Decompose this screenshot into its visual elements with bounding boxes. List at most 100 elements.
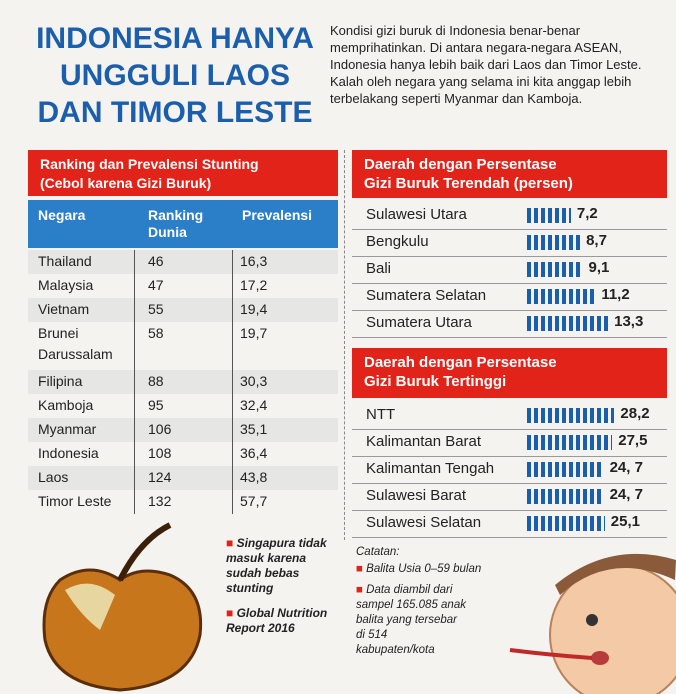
right-notes: Catatan: ■ Balita Usia 0–59 bulan ■ Data… <box>356 545 506 658</box>
table-cell: 32,4 <box>240 397 267 413</box>
region-name: Sulawesi Utara <box>366 206 467 223</box>
note: ■ Global Nutrition Report 2016 <box>226 606 338 636</box>
value-bar <box>527 208 571 223</box>
region-row: Kalimantan Barat 27,5 <box>352 429 667 457</box>
region-row: NTT 28,2 <box>352 402 667 430</box>
note-text: Balita Usia 0–59 bulan <box>366 563 481 575</box>
table-cell: 108 <box>148 445 171 461</box>
intro: Kondisi gizi buruk di Indonesia benar-be… <box>330 22 660 107</box>
region-row: Sulawesi Barat 24, 7 <box>352 483 667 511</box>
table-cell: Indonesia <box>38 443 133 464</box>
table-cell: Kamboja <box>38 395 133 416</box>
region-name: NTT <box>366 406 395 423</box>
column-divider <box>344 150 346 540</box>
value-bar <box>527 235 580 250</box>
divider <box>232 250 233 514</box>
region-row: Bengkulu 8,7 <box>352 229 667 257</box>
value-bar <box>527 462 604 477</box>
title: INDONESIA HANYA UNGGULI LAOS DAN TIMOR L… <box>14 20 336 131</box>
value-bar <box>527 435 612 450</box>
table-cell: Myanmar <box>38 419 133 440</box>
divider <box>134 250 135 514</box>
table-row: Laos 124 43,8 <box>28 466 338 490</box>
table-cell: Thailand <box>38 251 133 272</box>
value-label: 25,1 <box>611 513 640 530</box>
value-label: 9,1 <box>589 259 610 276</box>
region-name: Kalimantan Barat <box>366 433 481 450</box>
table-row: Vietnam 55 19,4 <box>28 298 338 322</box>
value-label: 11,2 <box>601 286 629 303</box>
note: ■ Balita Usia 0–59 bulan <box>356 562 506 577</box>
heading-line: Ranking dan Prevalensi Stunting <box>40 155 326 174</box>
note: ■ Data diambil dari sampel 165.085 anak … <box>356 583 466 658</box>
value-label: 24, 7 <box>610 486 643 503</box>
region-name: Kalimantan Tengah <box>366 460 494 477</box>
region-row: Sumatera Selatan 11,2 <box>352 283 667 311</box>
table-cell: 132 <box>148 493 171 509</box>
title-line: UNGGULI LAOS <box>14 57 336 94</box>
value-label: 13,3 <box>614 313 643 330</box>
value-bar <box>527 408 614 423</box>
title-line: DAN TIMOR LESTE <box>14 94 336 131</box>
heading-line: Gizi Buruk Terendah (persen) <box>364 174 655 193</box>
region-name: Sulawesi Selatan <box>366 514 481 531</box>
table-cell: 19,7 <box>240 325 267 341</box>
value-bar <box>527 516 605 531</box>
table-cell: 124 <box>148 469 171 485</box>
heading-line: (Cebol karena Gizi Buruk) <box>40 174 326 193</box>
table-cell: 106 <box>148 421 171 437</box>
table-header: Negara Ranking Dunia Prevalensi <box>28 200 338 248</box>
column-header: Negara <box>38 207 85 223</box>
table-cell: 46 <box>148 253 164 269</box>
value-bar <box>527 316 608 331</box>
table-cell: Laos <box>38 467 133 488</box>
value-label: 27,5 <box>618 432 647 449</box>
note-text: Singapura tidak masuk karena sudah bebas… <box>226 536 327 595</box>
table-heading: Ranking dan Prevalensi Stunting (Cebol k… <box>28 150 338 196</box>
table-cell: 30,3 <box>240 373 267 389</box>
note-heading: Catatan: <box>356 545 506 560</box>
table-cell: Malaysia <box>38 275 133 296</box>
table-cell: 16,3 <box>240 253 267 269</box>
value-bar <box>527 289 595 304</box>
table-row: Indonesia 108 36,4 <box>28 442 338 466</box>
table-cell: 43,8 <box>240 469 267 485</box>
table-cell: 36,4 <box>240 445 267 461</box>
table-cell: 88 <box>148 373 164 389</box>
value-bar <box>527 489 604 504</box>
region-name: Bengkulu <box>366 233 429 250</box>
heading-line: Gizi Buruk Tertinggi <box>364 372 655 391</box>
table-cell: 57,7 <box>240 493 267 509</box>
region-row: Sulawesi Selatan 25,1 <box>352 510 667 538</box>
table-row: Kamboja 95 32,4 <box>28 394 338 418</box>
table-cell: 35,1 <box>240 421 267 437</box>
table-cell: 95 <box>148 397 164 413</box>
note-text: Data diambil dari sampel 165.085 anak ba… <box>356 584 466 656</box>
region-name: Sumatera Selatan <box>366 287 486 304</box>
section-heading: Daerah dengan Persentase Gizi Buruk Tere… <box>352 150 667 198</box>
note: ■ Singapura tidak masuk karena sudah beb… <box>226 536 338 596</box>
table-cell: 19,4 <box>240 301 267 317</box>
table-cell: 55 <box>148 301 164 317</box>
table-cell: 17,2 <box>240 277 267 293</box>
value-label: 8,7 <box>586 232 607 249</box>
left-notes: ■ Singapura tidak masuk karena sudah beb… <box>226 536 338 636</box>
note-text: Global Nutrition Report 2016 <box>226 606 327 635</box>
region-name: Sulawesi Barat <box>366 487 466 504</box>
table-row: Filipina 88 30,3 <box>28 370 338 394</box>
section-heading: Daerah dengan Persentase Gizi Buruk Tert… <box>352 348 667 398</box>
column-header: Ranking Dunia <box>148 207 228 241</box>
table-cell: Brunei Darussalam <box>38 323 133 365</box>
value-label: 28,2 <box>620 405 649 422</box>
table-cell: 58 <box>148 325 164 341</box>
table-cell: Timor Leste <box>38 491 133 512</box>
column-header: Prevalensi <box>242 207 312 223</box>
value-bar <box>527 262 583 277</box>
table-row: Timor Leste 132 57,7 <box>28 490 338 514</box>
table-cell: Vietnam <box>38 299 133 320</box>
table-cell: Filipina <box>38 371 133 392</box>
